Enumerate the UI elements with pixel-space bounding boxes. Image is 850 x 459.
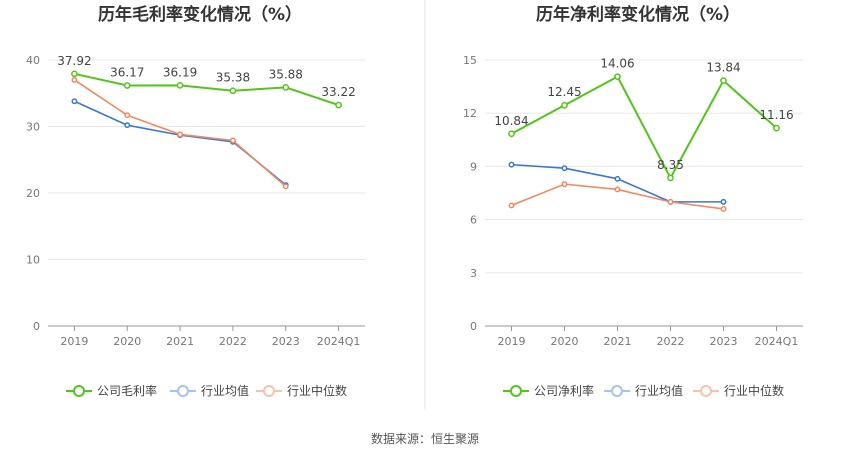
data-label: 14.06	[600, 57, 634, 71]
legend-label: 行业均值	[635, 383, 683, 398]
data-point	[508, 130, 515, 138]
y-tick-label: 9	[470, 160, 477, 173]
data-point	[720, 198, 727, 205]
data-label: 8.35	[657, 158, 684, 172]
data-point	[176, 81, 184, 89]
data-label: 13.84	[706, 61, 740, 75]
data-point	[124, 122, 131, 129]
x-tick-label: 2024Q1	[317, 335, 361, 348]
data-point	[123, 82, 131, 89]
data-point	[667, 198, 674, 205]
x-tick-label: 2022	[657, 335, 685, 348]
legend-label: 行业中位数	[724, 383, 784, 398]
x-tick-label: 2024Q1	[755, 335, 799, 348]
legend-marker	[611, 385, 623, 397]
data-point	[124, 112, 131, 119]
chart-panel-2: 历年净利率变化情况（%） 0 3 6 9 12 15 2019 2020 2021 2022 2023…	[463, 4, 803, 398]
x-tick-label: 2022	[219, 335, 247, 348]
data-label: 11.16	[759, 108, 793, 122]
legend-marker	[700, 385, 712, 397]
legend-marker	[73, 385, 85, 397]
series-line-1	[511, 75, 778, 181]
y-tick-label: 12	[463, 107, 477, 120]
data-label: 35.88	[269, 67, 303, 81]
data-point	[720, 77, 727, 84]
data-point	[229, 137, 236, 144]
data-label: 37.92	[57, 54, 91, 68]
legend-marker	[510, 385, 522, 397]
series-line-2	[74, 100, 287, 186]
data-label: 36.17	[110, 65, 144, 79]
legend-label: 行业均值	[201, 383, 249, 398]
y-tick-label: 30	[26, 121, 40, 134]
data-point	[508, 161, 515, 168]
chart-title: 历年毛利率变化情况（%）	[98, 4, 302, 25]
data-point	[282, 183, 289, 190]
data-point	[177, 131, 184, 138]
x-tick-label: 2019	[498, 335, 526, 348]
legend-label: 公司毛利率	[97, 383, 157, 398]
data-point	[773, 124, 780, 132]
data-point	[614, 175, 621, 182]
legend-label: 公司净利率	[534, 383, 594, 398]
data-point	[71, 77, 78, 83]
x-tick-label: 2021	[604, 335, 632, 348]
x-tick-label: 2020	[551, 335, 579, 348]
data-label: 12.45	[547, 85, 581, 99]
data-point	[614, 186, 621, 193]
y-tick-label: 20	[26, 187, 40, 200]
data-point	[282, 84, 290, 91]
data-point	[720, 206, 727, 212]
x-tick-label: 2023	[272, 335, 300, 348]
x-tick-label: 2020	[113, 335, 141, 348]
data-point	[335, 101, 342, 109]
data-source-note: 数据来源：恒生聚源	[370, 432, 479, 446]
x-tick-label: 2021	[166, 335, 194, 348]
x-tick-label: 2019	[60, 335, 88, 348]
data-point	[71, 98, 78, 105]
series-line-1	[74, 72, 339, 107]
data-label: 33.22	[321, 85, 355, 99]
y-tick-label: 40	[26, 54, 40, 67]
legend-label: 行业中位数	[287, 383, 347, 398]
data-point	[561, 101, 568, 109]
y-tick-label: 0	[470, 320, 477, 333]
legend-marker	[263, 385, 275, 397]
series-line-2	[511, 163, 724, 203]
data-label: 10.84	[494, 114, 528, 128]
y-tick-label: 6	[470, 214, 477, 227]
y-tick-label: 3	[470, 267, 477, 280]
data-point	[561, 181, 568, 188]
chart-panel-1: 历年毛利率变化情况（%） 0 10 20 30 40 2019 2020 2021 2022 202…	[26, 4, 365, 398]
data-point	[614, 73, 621, 81]
y-tick-label: 0	[33, 320, 40, 333]
data-point	[667, 174, 674, 182]
data-point	[508, 202, 515, 209]
data-label: 35.38	[216, 71, 250, 85]
data-point	[229, 87, 237, 95]
data-point	[561, 165, 568, 172]
chart-title: 历年净利率变化情况（%）	[536, 4, 740, 25]
data-point	[71, 70, 78, 78]
y-tick-label: 10	[26, 254, 40, 267]
x-tick-label: 2023	[710, 335, 738, 348]
data-label: 36.19	[163, 65, 197, 79]
y-tick-label: 15	[463, 54, 477, 67]
legend-marker	[177, 385, 189, 397]
